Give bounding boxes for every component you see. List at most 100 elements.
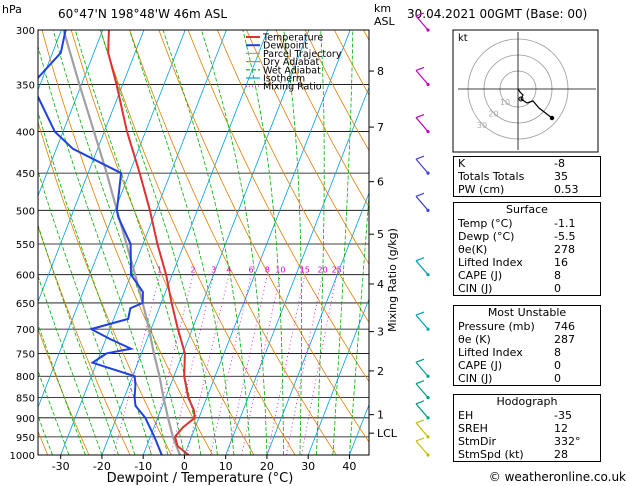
dry-adiabat [129, 30, 337, 455]
most-unstable-value: 0 [554, 372, 561, 385]
wind-barb-feather [415, 257, 425, 262]
wind-barb-feather [415, 419, 425, 424]
wind-barb-base [426, 273, 430, 277]
isotherm [266, 192, 369, 455]
hodograph-frame [452, 29, 599, 153]
height-tick-label: 5 [377, 228, 384, 241]
wind-barb [415, 403, 429, 419]
surface-row: CIN (J) 0 [454, 282, 600, 295]
most-unstable-value: 8 [554, 346, 561, 359]
wet-adiabat [332, 30, 354, 455]
mixing-ratio-label: 3 [211, 266, 216, 275]
dry-adiabat [246, 30, 369, 265]
most-unstable-label: Lifted Index [458, 346, 523, 359]
wet-adiabat [38, 44, 169, 455]
x-axis-label: Dewpoint / Temperature (°C) [107, 471, 294, 486]
wind-barb-feather [415, 400, 425, 405]
mixing-ratio-line [227, 274, 268, 455]
hodograph-table-value: -35 [554, 409, 572, 422]
index-label: PW (cm) [458, 183, 505, 196]
wind-barb-feather [415, 155, 425, 160]
surface-label: CAPE (J) [458, 269, 503, 282]
hodograph-table-row: EH -35 [454, 409, 600, 422]
storm-motion-marker [518, 96, 524, 102]
wind-barb [415, 260, 429, 276]
dewpoint-line [38, 30, 163, 455]
wind-barb-feather [415, 66, 425, 71]
wind-barb-feather [415, 12, 425, 17]
surface-list: Temp (°C) -1.1 Dewp (°C) -5.5 θe(K) 278 Lifted… [454, 217, 600, 295]
wind-barb-feather [415, 311, 425, 316]
location-title: 60°47'N 198°48'W 46m ASL [58, 7, 227, 21]
surface-row: Temp (°C) -1.1 [454, 217, 600, 230]
most-unstable-list: Pressure (mb) 746 θe (K) 287 Lifted Index 8 CA… [454, 320, 600, 385]
most-unstable-value: 746 [554, 320, 575, 333]
dry-adiabat [158, 30, 369, 443]
pressure-tick-label: 800 [16, 372, 35, 383]
wind-barb-base [426, 396, 430, 400]
wet-adiabat [38, 323, 86, 455]
hodograph-table-row: SREH 12 [454, 422, 600, 435]
temperature-line [107, 30, 196, 455]
wind-barbs [415, 12, 430, 457]
hodograph-table-row: StmDir 332° [454, 435, 600, 448]
wind-barb-base [426, 327, 430, 331]
pressure-tick-label: 950 [16, 433, 35, 444]
mixing-ratio-line [170, 274, 215, 455]
wind-barb [415, 117, 429, 132]
mixing-ratio-label: 25 [332, 266, 342, 275]
pressure-tick-label: 850 [16, 394, 35, 405]
index-value: 0.53 [554, 183, 579, 196]
height-tick-label: LCL [377, 427, 398, 440]
surface-label: θe(K) [458, 243, 488, 256]
most-unstable-label: CIN (J) [458, 372, 493, 385]
most-unstable-label: CAPE (J) [458, 359, 503, 372]
dry-adiabat [275, 30, 369, 208]
hodograph-trace [517, 88, 553, 119]
isotherm [38, 30, 104, 197]
isotherm [225, 86, 369, 455]
surface-row: Lifted Index 16 [454, 256, 600, 269]
mixing-ratio-line [301, 274, 338, 455]
surface-panel: Surface Temp (°C) -1.1 Dewp (°C) -5.5 θe(K) 2… [453, 202, 601, 296]
wet-adiabat [129, 30, 235, 455]
wind-barb-base [426, 416, 430, 420]
pressure-tick-label: 350 [16, 80, 35, 91]
sounding-profiles [38, 30, 196, 455]
hodograph-table-label: SREH [458, 422, 488, 435]
most-unstable-value: 287 [554, 333, 575, 346]
wet-adiabat [242, 30, 284, 455]
wind-barb [415, 70, 429, 85]
legend-label: Mixing Ratio [263, 82, 322, 93]
dry-adiabat [597, 30, 629, 455]
mixing-ratio-label: 6 [249, 266, 254, 275]
mixing-ratio-label: 10 [275, 266, 285, 275]
indices-list: K -8 Totals Totals 35 PW (cm) 0.53 [454, 157, 600, 196]
height-tick-label: 4 [377, 278, 384, 291]
wet-adiabat [316, 30, 325, 455]
temperature-tick-label: 30 [301, 460, 315, 473]
dry-adiabat [38, 120, 172, 455]
pressure-tick-label: 900 [16, 414, 35, 425]
legend-label: Dry Adiabat [263, 57, 320, 68]
pressure-tick-label: 600 [16, 271, 35, 282]
wind-barb-feather [415, 437, 425, 442]
temperature-tick-label: 10 [219, 460, 233, 473]
legend-label: Wet Adiabat [263, 65, 321, 76]
index-value: 35 [554, 170, 568, 183]
surface-label: Temp (°C) [458, 217, 513, 230]
axes: 3003504004505005506006507007508008509009… [10, 26, 398, 473]
wind-barb-feather [415, 192, 425, 197]
most-unstable-row: Lifted Index 8 [454, 346, 600, 359]
legend-label: Dewpoint [263, 41, 308, 52]
wind-barb [415, 361, 429, 377]
wind-barb [415, 314, 429, 330]
wind-barb-base [426, 171, 430, 175]
hodograph-table-label: EH [458, 409, 474, 422]
wind-barb-feather [415, 380, 425, 385]
mixing-ratio-axis-label: Mixing Ratio (g/kg) [386, 228, 399, 332]
hodograph-ring-label: 30 [477, 121, 487, 130]
index-row: K -8 [454, 157, 600, 170]
